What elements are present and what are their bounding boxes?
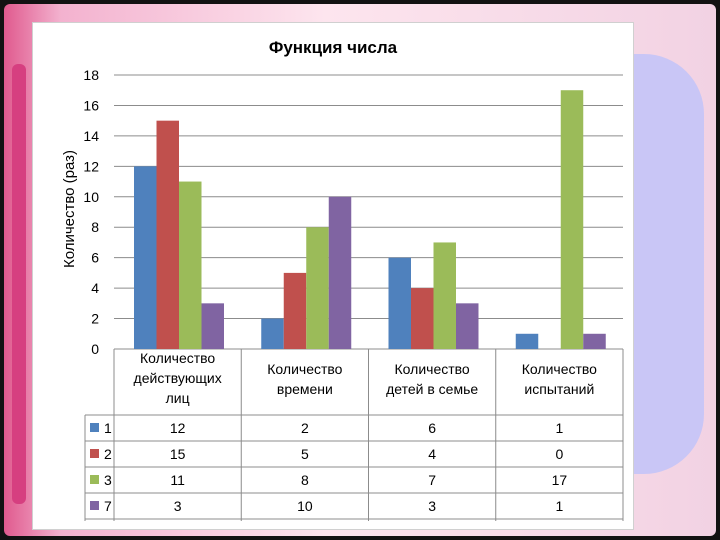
category-label: Количество: [267, 361, 342, 377]
data-table-value: 12: [170, 420, 186, 436]
data-table-value: 5: [301, 446, 309, 462]
legend-label: 1: [104, 420, 112, 436]
data-table-value: 0: [555, 446, 563, 462]
bar-2-3: [411, 288, 434, 349]
data-table-value: 7: [428, 472, 436, 488]
data-table-value: 3: [174, 498, 182, 514]
data-table-value: 10: [297, 498, 313, 514]
bar-2-2: [283, 272, 307, 349]
y-tick-label: 2: [91, 311, 99, 327]
data-table-value: 1: [555, 420, 563, 436]
category-label: лиц: [166, 390, 190, 406]
data-table-value: 3: [428, 498, 436, 514]
bar-1-1: [134, 166, 157, 349]
bar-7-3: [456, 303, 479, 349]
data-table-value: 17: [552, 472, 568, 488]
bar-3-1: [179, 181, 202, 349]
y-tick-label: 18: [83, 67, 99, 83]
y-tick-label: 4: [91, 280, 99, 296]
category-label: Количество: [395, 361, 470, 377]
data-table-value: 8: [301, 472, 309, 488]
data-table-value: 2: [301, 420, 309, 436]
bar-7-1: [201, 303, 224, 349]
decorative-stripe-left: [12, 64, 26, 504]
bar-3-4: [560, 90, 584, 349]
legend-key-3: [90, 475, 99, 484]
bar-1-2: [261, 318, 284, 349]
bar-7-2: [328, 196, 352, 349]
category-label: времени: [277, 381, 333, 397]
y-tick-label: 0: [91, 341, 99, 357]
y-tick-label: 16: [83, 97, 99, 113]
bar-3-2: [306, 227, 329, 349]
legend-key-7: [90, 501, 99, 510]
category-label: Количество: [522, 361, 597, 377]
data-table-value: 6: [428, 420, 436, 436]
bar-7-4: [583, 333, 606, 349]
legend-label: 3: [104, 472, 112, 488]
y-tick-label: 12: [83, 158, 99, 174]
y-tick-label: 8: [91, 219, 99, 235]
y-axis-title: Количество (раз): [61, 150, 78, 268]
bar-1-4: [515, 333, 539, 349]
category-label: действующих: [134, 370, 222, 386]
chart-title: Функция числа: [269, 38, 398, 57]
data-table-value: 4: [428, 446, 436, 462]
legend-key-1: [90, 423, 99, 432]
legend-label: 7: [104, 498, 112, 514]
legend-key-2: [90, 449, 99, 458]
data-table-value: 15: [170, 446, 186, 462]
y-tick-label: 6: [91, 250, 99, 266]
category-label: испытаний: [524, 381, 594, 397]
y-tick-label: 10: [83, 189, 99, 205]
bar-2-1: [156, 120, 179, 350]
chart-card: Функция числа Количество (раз) 0 2 4 6 8 10 12 14…: [32, 22, 634, 530]
y-tick-label: 14: [83, 128, 99, 144]
bar-3-3: [433, 242, 456, 349]
legend-label: 2: [104, 446, 112, 462]
category-label: детей в семье: [386, 381, 478, 397]
category-label: Количество: [140, 350, 215, 366]
data-table-value: 11: [170, 472, 185, 488]
data-table-value: 1: [555, 498, 563, 514]
bar-1-3: [388, 257, 411, 349]
